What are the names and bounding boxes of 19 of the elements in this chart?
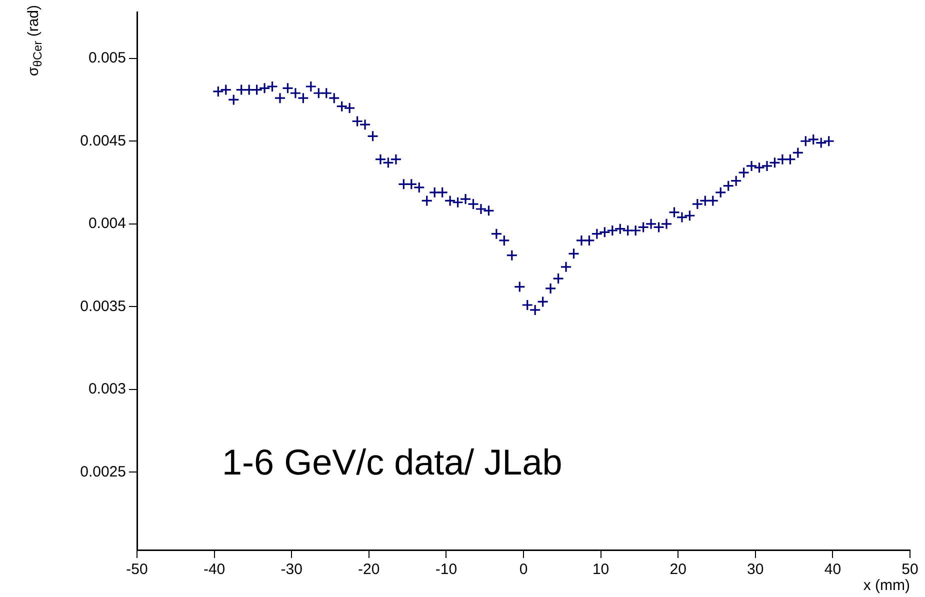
x-tick-label: -20 <box>358 561 380 578</box>
x-tick-label: 20 <box>670 561 686 578</box>
x-tick-label: -30 <box>280 561 302 578</box>
x-tick-label: -50 <box>126 561 148 578</box>
x-tick-label: 0 <box>519 561 528 578</box>
x-tick-label: -10 <box>435 561 458 578</box>
annotation: 1-6 GeV/c data/ JLab <box>222 442 562 483</box>
x-tick-label: 40 <box>824 561 842 578</box>
y-tick-label: 0.0035 <box>80 298 126 315</box>
x-tick-label: 30 <box>747 561 764 578</box>
y-tick-label: 0.0045 <box>80 132 126 150</box>
y-tick-label: 0.005 <box>88 49 126 66</box>
y-tick-label: 0.0025 <box>80 463 126 480</box>
x-tick-label: -40 <box>203 561 226 578</box>
y-tick-label: 0.003 <box>88 380 126 398</box>
x-tick-label: 10 <box>592 561 610 578</box>
y-tick-label: 0.004 <box>88 215 126 232</box>
x-axis-title: x (mm) <box>863 577 910 594</box>
x-tick-label: 50 <box>902 561 918 578</box>
